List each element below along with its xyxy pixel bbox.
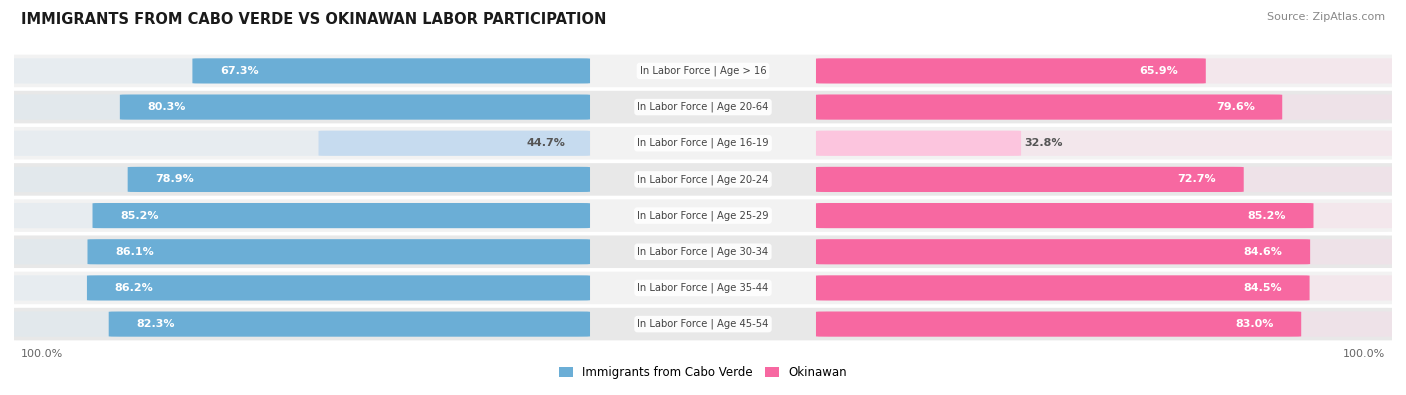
Text: In Labor Force | Age 45-54: In Labor Force | Age 45-54 xyxy=(637,319,769,329)
FancyBboxPatch shape xyxy=(815,203,1396,228)
FancyBboxPatch shape xyxy=(0,308,1406,340)
FancyBboxPatch shape xyxy=(815,311,1396,337)
FancyBboxPatch shape xyxy=(87,275,591,301)
Text: In Labor Force | Age 25-29: In Labor Force | Age 25-29 xyxy=(637,210,769,221)
Text: 83.0%: 83.0% xyxy=(1236,319,1274,329)
Text: 86.1%: 86.1% xyxy=(115,247,153,257)
FancyBboxPatch shape xyxy=(120,94,591,120)
Text: In Labor Force | Age 35-44: In Labor Force | Age 35-44 xyxy=(637,283,769,293)
Text: 79.6%: 79.6% xyxy=(1216,102,1254,112)
Text: Source: ZipAtlas.com: Source: ZipAtlas.com xyxy=(1267,12,1385,22)
Text: 44.7%: 44.7% xyxy=(526,138,565,148)
Text: 78.9%: 78.9% xyxy=(155,175,194,184)
FancyBboxPatch shape xyxy=(193,58,591,83)
FancyBboxPatch shape xyxy=(815,203,1313,228)
FancyBboxPatch shape xyxy=(815,131,1396,156)
FancyBboxPatch shape xyxy=(10,239,591,264)
FancyBboxPatch shape xyxy=(815,275,1396,301)
FancyBboxPatch shape xyxy=(0,91,1406,123)
FancyBboxPatch shape xyxy=(815,275,1309,301)
Text: 80.3%: 80.3% xyxy=(148,102,186,112)
Text: 85.2%: 85.2% xyxy=(1247,211,1286,220)
FancyBboxPatch shape xyxy=(10,58,591,84)
FancyBboxPatch shape xyxy=(815,312,1301,337)
FancyBboxPatch shape xyxy=(815,167,1396,192)
FancyBboxPatch shape xyxy=(815,131,1021,156)
FancyBboxPatch shape xyxy=(0,127,1406,160)
FancyBboxPatch shape xyxy=(0,55,1406,87)
Text: In Labor Force | Age > 16: In Labor Force | Age > 16 xyxy=(640,66,766,76)
FancyBboxPatch shape xyxy=(0,199,1406,232)
Text: In Labor Force | Age 16-19: In Labor Force | Age 16-19 xyxy=(637,138,769,149)
Text: 82.3%: 82.3% xyxy=(136,319,174,329)
Text: 100.0%: 100.0% xyxy=(1343,349,1385,359)
Text: In Labor Force | Age 30-34: In Labor Force | Age 30-34 xyxy=(637,246,769,257)
FancyBboxPatch shape xyxy=(10,167,591,192)
FancyBboxPatch shape xyxy=(108,312,591,337)
Text: In Labor Force | Age 20-24: In Labor Force | Age 20-24 xyxy=(637,174,769,185)
Text: 65.9%: 65.9% xyxy=(1139,66,1178,76)
FancyBboxPatch shape xyxy=(815,58,1206,83)
FancyBboxPatch shape xyxy=(128,167,591,192)
FancyBboxPatch shape xyxy=(87,239,591,264)
FancyBboxPatch shape xyxy=(815,239,1310,264)
FancyBboxPatch shape xyxy=(815,167,1244,192)
Legend: Immigrants from Cabo Verde, Okinawan: Immigrants from Cabo Verde, Okinawan xyxy=(554,361,852,384)
FancyBboxPatch shape xyxy=(10,94,591,120)
Text: 84.6%: 84.6% xyxy=(1244,247,1282,257)
FancyBboxPatch shape xyxy=(815,94,1282,120)
FancyBboxPatch shape xyxy=(10,203,591,228)
Text: In Labor Force | Age 20-64: In Labor Force | Age 20-64 xyxy=(637,102,769,112)
Text: 100.0%: 100.0% xyxy=(21,349,63,359)
Text: 32.8%: 32.8% xyxy=(1024,138,1063,148)
FancyBboxPatch shape xyxy=(93,203,591,228)
FancyBboxPatch shape xyxy=(10,275,591,301)
FancyBboxPatch shape xyxy=(10,311,591,337)
FancyBboxPatch shape xyxy=(815,94,1396,120)
Text: 72.7%: 72.7% xyxy=(1178,175,1216,184)
Text: IMMIGRANTS FROM CABO VERDE VS OKINAWAN LABOR PARTICIPATION: IMMIGRANTS FROM CABO VERDE VS OKINAWAN L… xyxy=(21,12,606,27)
FancyBboxPatch shape xyxy=(10,131,591,156)
Text: 85.2%: 85.2% xyxy=(120,211,159,220)
FancyBboxPatch shape xyxy=(815,58,1396,84)
FancyBboxPatch shape xyxy=(0,235,1406,268)
Text: 84.5%: 84.5% xyxy=(1243,283,1282,293)
FancyBboxPatch shape xyxy=(815,239,1396,264)
Text: 67.3%: 67.3% xyxy=(219,66,259,76)
FancyBboxPatch shape xyxy=(0,272,1406,304)
FancyBboxPatch shape xyxy=(319,131,591,156)
FancyBboxPatch shape xyxy=(0,163,1406,196)
Text: 86.2%: 86.2% xyxy=(114,283,153,293)
